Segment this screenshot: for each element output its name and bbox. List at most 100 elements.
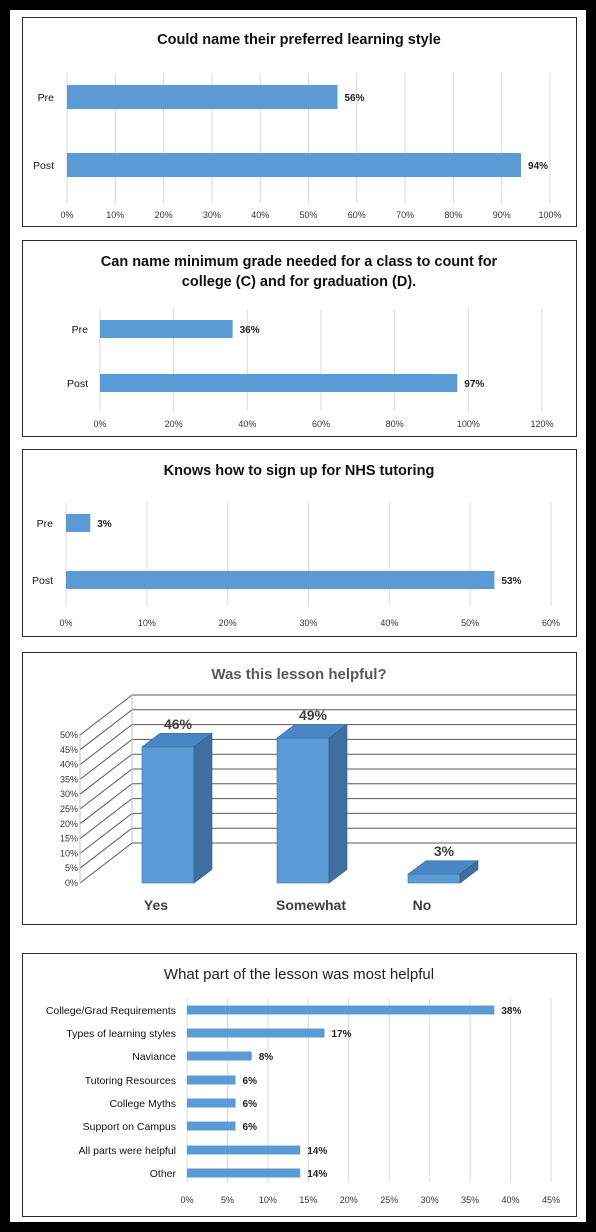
- data-label: 36%: [240, 325, 260, 336]
- chart-title-line-1: Can name minimum grade needed for a clas…: [101, 254, 498, 270]
- bar: [187, 1005, 495, 1015]
- category-label: Yes: [144, 897, 168, 913]
- category-label: Pre: [37, 518, 54, 530]
- data-label: 6%: [243, 1099, 258, 1110]
- bar: [66, 514, 91, 532]
- x-tick-label: 20%: [219, 618, 237, 628]
- category-label: Post: [67, 378, 88, 390]
- bar-front: [407, 873, 461, 884]
- y-tick-label: 25%: [60, 804, 78, 814]
- chart-minimum-grade: Can name minimum grade needed for a clas…: [67, 254, 554, 429]
- x-tick-label: 0%: [60, 210, 73, 220]
- x-tick-label: 80%: [386, 419, 404, 429]
- chart-title: Knows how to sign up for NHS tutoring: [164, 463, 435, 479]
- x-tick-label: 40%: [238, 419, 256, 429]
- bar: [187, 1028, 325, 1038]
- x-tick-label: 0%: [180, 1195, 193, 1205]
- x-tick-label: 50%: [461, 618, 479, 628]
- chart-lesson-helpful: Was this lesson helpful? 0% 5% 10% 15% 20% 25…: [60, 666, 576, 913]
- category-label: College/Grad Requirements: [46, 1005, 176, 1017]
- x-tick-label: 60%: [542, 618, 560, 628]
- x-tick-label: 100%: [538, 210, 561, 220]
- data-label: 97%: [464, 379, 484, 390]
- x-tick-label: 20%: [155, 210, 173, 220]
- x-tick-label: 20%: [165, 419, 183, 429]
- x-tick-label: 0%: [93, 419, 106, 429]
- data-label: 53%: [501, 576, 521, 587]
- bar: [67, 85, 338, 109]
- x-tick-label: 40%: [502, 1195, 520, 1205]
- chart-panel-learning-style: Could name their preferred learning styl…: [22, 17, 577, 227]
- y-tick-label: 35%: [60, 774, 78, 784]
- data-label: 8%: [259, 1052, 274, 1063]
- data-label: 46%: [164, 716, 193, 732]
- x-tick-label: 100%: [457, 419, 480, 429]
- chart-title: Could name their preferred learning styl…: [157, 32, 441, 48]
- y-tick-label: 10%: [60, 848, 78, 858]
- data-label: 49%: [299, 707, 328, 723]
- bar-front: [276, 737, 330, 884]
- category-label: Post: [33, 160, 54, 172]
- y-tick-label: 15%: [60, 834, 78, 844]
- x-tick-label: 90%: [493, 210, 511, 220]
- data-label: 6%: [243, 1076, 258, 1087]
- chart-title-line-2: college (C) and for graduation (D).: [182, 274, 416, 290]
- bar-side: [459, 860, 479, 884]
- y-tick-label: 20%: [60, 819, 78, 829]
- y-tick-label: 40%: [60, 760, 78, 770]
- y-tick-label: 0%: [65, 878, 78, 888]
- data-label: 17%: [332, 1029, 352, 1040]
- category-label: College Myths: [109, 1098, 176, 1110]
- x-tick-label: 20%: [340, 1195, 358, 1205]
- x-tick-label: 40%: [251, 210, 269, 220]
- chart-most-helpful-part: What part of the lesson was most helpful…: [46, 966, 560, 1205]
- x-tick-label: 10%: [259, 1195, 277, 1205]
- bar: [100, 374, 458, 392]
- bar-side: [328, 723, 348, 884]
- chart-panel-most-helpful-part: What part of the lesson was most helpful…: [22, 953, 577, 1217]
- chart-title: Was this lesson helpful?: [211, 666, 386, 683]
- x-tick-label: 30%: [203, 210, 221, 220]
- chart-title: What part of the lesson was most helpful: [164, 966, 434, 983]
- x-tick-label: 40%: [380, 618, 398, 628]
- category-label: Post: [32, 575, 53, 587]
- x-tick-label: 25%: [380, 1195, 398, 1205]
- bar: [66, 571, 495, 589]
- x-tick-label: 0%: [59, 618, 72, 628]
- data-label: 94%: [528, 161, 548, 172]
- x-tick-label: 60%: [348, 210, 366, 220]
- category-label: Pre: [38, 92, 55, 104]
- category-label: No: [413, 897, 432, 913]
- x-tick-label: 35%: [461, 1195, 479, 1205]
- x-tick-label: 10%: [138, 618, 156, 628]
- x-tick-label: 60%: [312, 419, 330, 429]
- data-label: 14%: [307, 1146, 327, 1157]
- bar: [67, 153, 522, 177]
- y-tick-label: 45%: [60, 745, 78, 755]
- category-label: All parts were helpful: [79, 1145, 176, 1157]
- bar: [187, 1168, 301, 1178]
- category-label: Tutoring Resources: [85, 1075, 176, 1087]
- category-label: Somewhat: [276, 897, 346, 913]
- chart-panel-lesson-helpful: Was this lesson helpful? 0% 5% 10% 15% 20% 25…: [22, 652, 577, 925]
- x-tick-label: 15%: [299, 1195, 317, 1205]
- x-tick-label: 30%: [421, 1195, 439, 1205]
- bar: [187, 1121, 236, 1131]
- y-tick-label: 5%: [65, 863, 78, 873]
- x-tick-label: 30%: [299, 618, 317, 628]
- bar: [187, 1098, 236, 1108]
- bar: [187, 1145, 301, 1155]
- data-label: 3%: [97, 519, 112, 530]
- bar-front: [141, 746, 195, 884]
- x-tick-label: 45%: [542, 1195, 560, 1205]
- bar-side: [193, 732, 213, 884]
- x-tick-label: 120%: [530, 419, 553, 429]
- bar: [100, 320, 233, 338]
- category-label: Pre: [72, 324, 89, 336]
- data-label: 38%: [501, 1006, 521, 1017]
- category-label: Support on Campus: [83, 1121, 176, 1133]
- y-tick-label: 50%: [60, 730, 78, 740]
- data-label: 14%: [307, 1169, 327, 1180]
- category-label: Naviance: [132, 1051, 176, 1063]
- chart-panel-minimum-grade: Can name minimum grade needed for a clas…: [22, 240, 577, 437]
